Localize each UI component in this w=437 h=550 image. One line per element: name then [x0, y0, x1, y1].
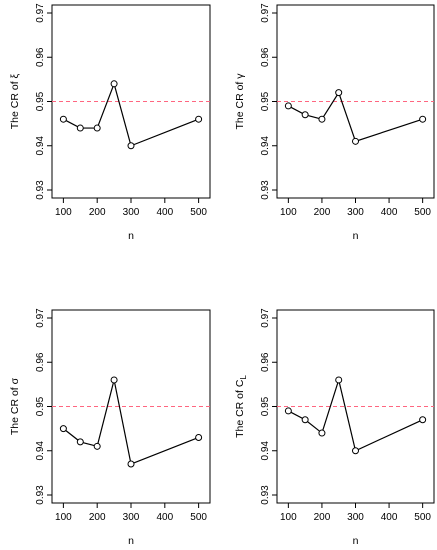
data-point [76, 438, 84, 446]
series-line [288, 91, 423, 143]
x-tick-label: 200 [314, 512, 331, 523]
data-point [76, 124, 84, 132]
y-axis-label-subscript: L [239, 375, 248, 380]
chart-panel-2: 100 200 300 400 500 0.93 0.94 0.95 0.96 0.97 n The … [234, 3, 435, 242]
x-tick-label: 400 [381, 512, 398, 523]
y-tick-label: 0.96 [260, 352, 271, 372]
data-point [419, 416, 427, 424]
data-point [284, 407, 292, 415]
x-tick-label: 300 [347, 207, 364, 218]
y-tick-label: 0.97 [35, 308, 46, 328]
y-axis-label: The CR of σ [9, 377, 21, 435]
x-tick-label: 300 [123, 207, 140, 218]
x-tick-label: 100 [55, 207, 72, 218]
y-tick-label: 0.96 [35, 352, 46, 372]
data-point [110, 80, 118, 88]
data-point [335, 376, 343, 384]
x-tick-label: 500 [190, 207, 207, 218]
data-point [335, 89, 343, 97]
y-tick-label: 0.93 [260, 180, 271, 200]
y-tick-label: 0.97 [260, 3, 271, 23]
chart-panel-1: 100 200 300 400 500 0.93 0.94 0.95 0.96 0.97 n The … [9, 3, 211, 242]
y-tick-label: 0.95 [35, 396, 46, 416]
x-tick-label: 400 [156, 207, 173, 218]
data-point [284, 102, 292, 110]
data-point [110, 376, 118, 384]
x-tick-label: 200 [314, 207, 331, 218]
data-point [352, 137, 359, 145]
data-point [318, 115, 326, 123]
x-tick-label: 300 [347, 512, 364, 523]
y-tick-label: 0.94 [260, 441, 271, 461]
y-tick-label: 0.93 [35, 485, 46, 505]
x-tick-label: 400 [381, 207, 398, 218]
y-axis-label: The CR of ξ [9, 73, 21, 129]
y-tick-label: 0.97 [260, 308, 271, 328]
series-line [63, 81, 199, 147]
chart-panel-4: 100 200 300 400 500 0.93 0.94 0.95 0.96 0.97 n The … [234, 308, 435, 547]
data-point [318, 429, 326, 437]
x-tick-label: 300 [123, 512, 140, 523]
x-axis-label: n [353, 230, 359, 242]
y-tick-label: 0.96 [35, 47, 46, 67]
y-axis-label-text: The CR of σ [9, 377, 21, 435]
x-tick-label: 200 [89, 512, 106, 523]
data-point [301, 416, 309, 424]
x-axis-label: n [128, 230, 134, 242]
y-tick-label: 0.93 [35, 180, 46, 200]
y-tick-label: 0.95 [260, 91, 271, 111]
x-tick-label: 200 [89, 207, 106, 218]
x-axis-label: n [128, 535, 134, 547]
data-point [127, 142, 135, 150]
data-point [127, 460, 135, 468]
data-point [93, 124, 101, 132]
data-point [195, 115, 203, 123]
y-axis-label: The CR of CL [234, 375, 248, 438]
y-tick-label: 0.93 [260, 485, 271, 505]
y-axis-label-text: The CR of C [234, 379, 246, 438]
data-point [195, 433, 203, 441]
data-point [352, 447, 359, 455]
x-tick-label: 100 [280, 512, 297, 523]
series-line [288, 377, 423, 452]
y-tick-label: 0.95 [35, 91, 46, 111]
data-point [59, 425, 67, 433]
x-tick-label: 500 [190, 512, 207, 523]
x-axis-label: n [353, 535, 359, 547]
y-tick-label: 0.94 [260, 136, 271, 156]
data-point [419, 115, 427, 123]
y-tick-label: 0.96 [260, 47, 271, 67]
data-point [301, 111, 309, 119]
data-point [59, 115, 67, 123]
x-tick-label: 100 [280, 207, 297, 218]
series-line [63, 379, 199, 465]
x-tick-label: 100 [55, 512, 72, 523]
x-tick-label: 400 [156, 512, 173, 523]
x-tick-label: 500 [414, 207, 431, 218]
y-tick-label: 0.94 [35, 136, 46, 156]
y-axis-label: The CR of γ [234, 73, 246, 130]
y-axis-label-text: The CR of γ [234, 73, 246, 130]
x-tick-label: 500 [414, 512, 431, 523]
y-tick-label: 0.94 [35, 441, 46, 461]
chart-panel-3: 100 200 300 400 500 0.93 0.94 0.95 0.96 0.97 n The … [9, 308, 211, 547]
y-axis-label-text: The CR of ξ [9, 73, 21, 129]
y-tick-label: 0.97 [35, 3, 46, 23]
data-point [93, 442, 101, 450]
y-tick-label: 0.95 [260, 396, 271, 416]
